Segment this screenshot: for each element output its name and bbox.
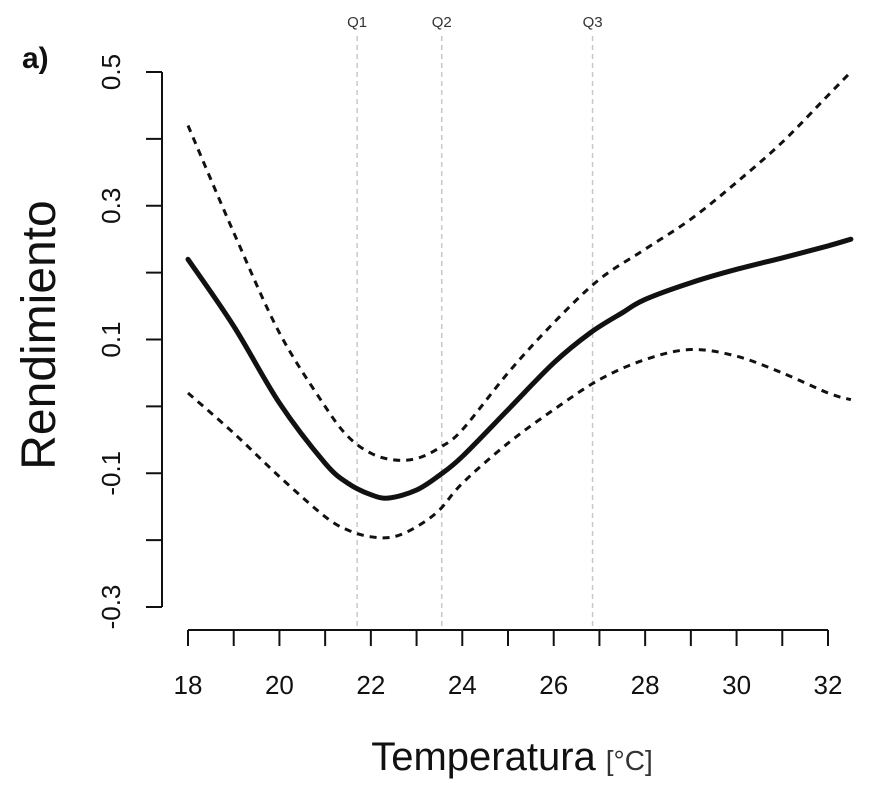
upper-confidence-curve [186,70,852,462]
x-axis-label-group: Temperatura [°C] [371,735,653,779]
x-tick-label: 20 [265,670,294,700]
x-tick-label: 24 [448,670,477,700]
y-tick-label: 0.3 [96,188,126,224]
y-tick-label: 0.1 [96,321,126,357]
x-tick-label: 28 [631,670,660,700]
y-tick-label: -0.1 [96,451,126,496]
y-axis-label: Rendimiento [13,200,66,469]
quantile-lines: Q1 Q2 Q3 [347,14,603,628]
lower-confidence-curve [187,347,852,540]
x-tick-label: 32 [814,670,843,700]
y-tick-label: 0.5 [96,54,126,90]
fitted-curve [185,236,854,501]
panel-label: a) [22,42,49,75]
quantile-label-q2: Q2 [432,14,452,31]
quantile-label-q1: Q1 [347,14,367,31]
axes: 18 20 22 24 26 28 30 32 -0.3 -0.1 0.1 0.3 0.5 [96,54,842,700]
y-tick-label: -0.3 [96,585,126,630]
x-tick-label: 18 [174,670,203,700]
series-lines [185,70,854,540]
x-axis-label: Temperatura [371,735,596,779]
x-tick-label: 22 [356,670,385,700]
quantile-label-q3: Q3 [583,14,603,31]
x-axis-unit: [°C] [606,745,653,776]
x-tick-label: 26 [539,670,568,700]
x-tick-label: 30 [722,670,751,700]
